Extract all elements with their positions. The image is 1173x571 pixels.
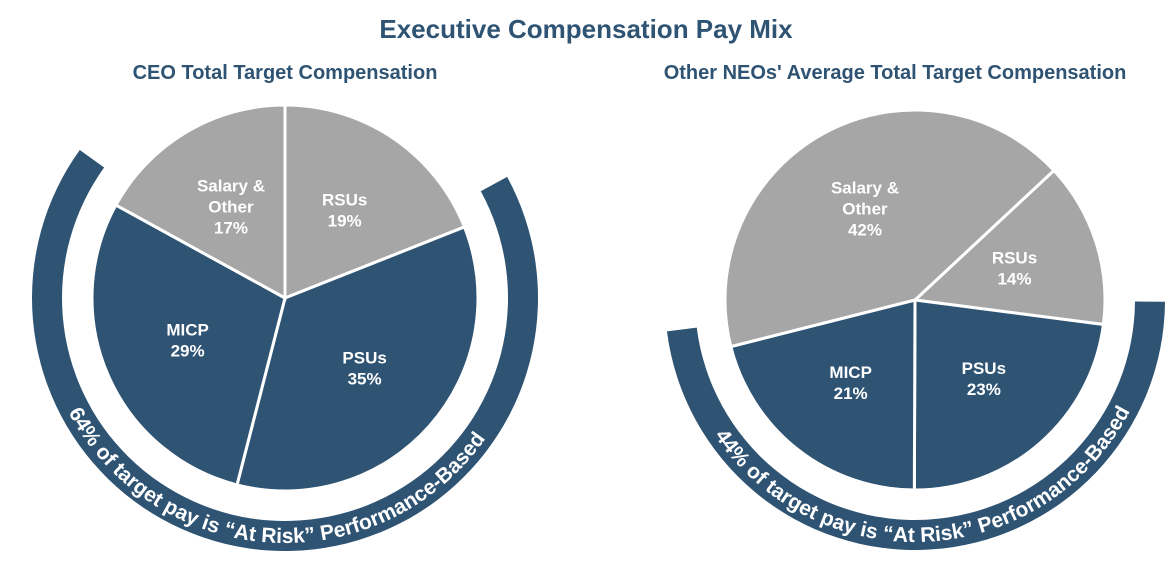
slice-label: PSUs <box>342 349 386 368</box>
pie-slice <box>113 103 287 301</box>
slice-label: Salary & Other <box>197 177 265 217</box>
annotation-arc <box>666 301 1165 551</box>
slice-label: Salary & Other <box>831 178 899 218</box>
pie-slice <box>723 108 1057 349</box>
slice-value-label: 17% <box>214 219 248 238</box>
pie-slice <box>912 298 1106 492</box>
slice-label: MICP <box>829 363 872 382</box>
slice-label: RSUs <box>322 191 367 210</box>
slice-label: PSUs <box>962 359 1006 378</box>
slice-value-label: 23% <box>967 380 1001 399</box>
slice-value-label: 35% <box>348 370 382 389</box>
slice-value-label: 19% <box>328 212 362 231</box>
annotation-arc <box>32 150 539 551</box>
chart-title: Executive Compensation Pay Mix <box>379 14 793 44</box>
slice-value-label: 42% <box>848 220 882 239</box>
pie-title: Other NEOs' Average Total Target Compens… <box>664 62 1127 84</box>
pie-slice <box>911 168 1107 327</box>
pie-slice <box>283 103 467 301</box>
pie-slice <box>728 298 917 492</box>
slice-value-label: 21% <box>834 384 868 403</box>
slice-label: RSUs <box>992 249 1037 268</box>
pie-title: CEO Total Target Compensation <box>133 62 438 84</box>
pie-slice <box>235 225 480 493</box>
slice-value-label: 29% <box>171 342 205 361</box>
slice-value-label: 14% <box>997 270 1031 289</box>
pie-slice <box>90 202 287 487</box>
slice-label: MICP <box>166 321 209 340</box>
